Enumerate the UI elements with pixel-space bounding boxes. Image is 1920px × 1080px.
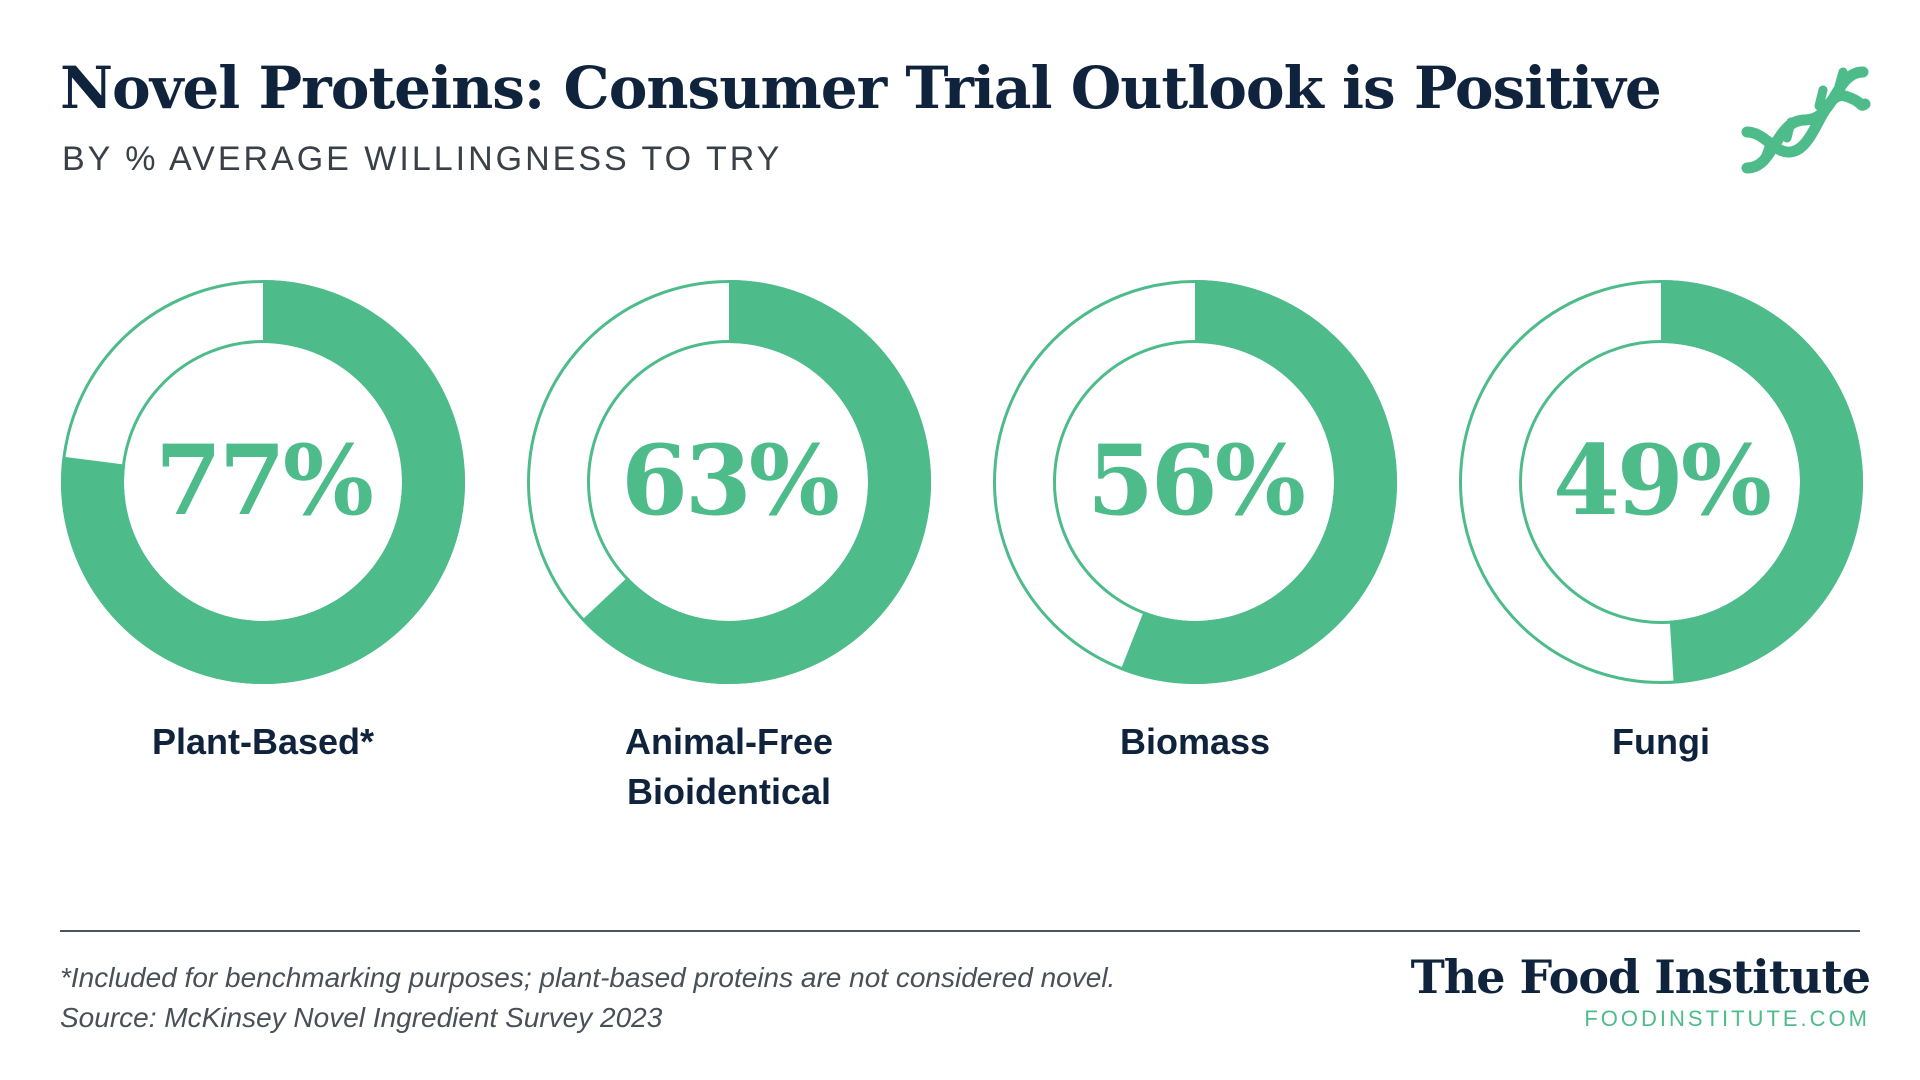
chart-subtitle: BY % AVERAGE WILLINGNESS TO TRY <box>62 140 783 178</box>
donut-3: 56% Biomass <box>993 280 1397 762</box>
donut-value-arc <box>581 280 931 685</box>
footer-divider <box>60 930 1860 932</box>
donut-value-arc <box>60 280 466 684</box>
donut-value-arc <box>1120 280 1397 685</box>
donut-2: 63% Animal-Free Bioidentical <box>527 280 931 812</box>
brand-name: The Food Institute <box>1410 950 1871 1004</box>
brand-logo: The Food Institute FOODINSTITUTE.COM <box>1410 950 1871 1032</box>
donut-value-label: 63% <box>621 424 838 537</box>
donut-1: 77% Plant-Based* <box>60 280 466 762</box>
donut-category-label: Animal-Free <box>625 721 833 762</box>
donut-category-label: Biomass <box>1120 721 1270 762</box>
source-note: Source: McKinsey Novel Ingredient Survey… <box>60 1002 663 1033</box>
donut-4: 49% Fungi <box>1459 280 1863 762</box>
donut-category-label: Bioidentical <box>627 771 831 812</box>
brand-url: FOODINSTITUTE.COM <box>1584 1006 1870 1031</box>
donut-value-label: 56% <box>1087 424 1304 537</box>
donut-value-arc <box>1661 280 1863 684</box>
donut-value-label: 49% <box>1553 424 1770 537</box>
chart-title: Novel Proteins: Consumer Trial Outlook i… <box>60 54 1662 122</box>
donut-value-label: 77% <box>155 424 372 537</box>
donut-chart: 77% Plant-Based* 63% Animal-Free Bioidentica… <box>60 280 1863 812</box>
benchmark-note: *Included for benchmarking purposes; pla… <box>60 962 1116 993</box>
footnote: *Included for benchmarking purposes; pla… <box>60 958 1115 1038</box>
dna-helix-icon <box>1741 66 1871 174</box>
donut-category-label: Fungi <box>1612 721 1710 762</box>
donut-category-label: Plant-Based* <box>152 721 374 762</box>
